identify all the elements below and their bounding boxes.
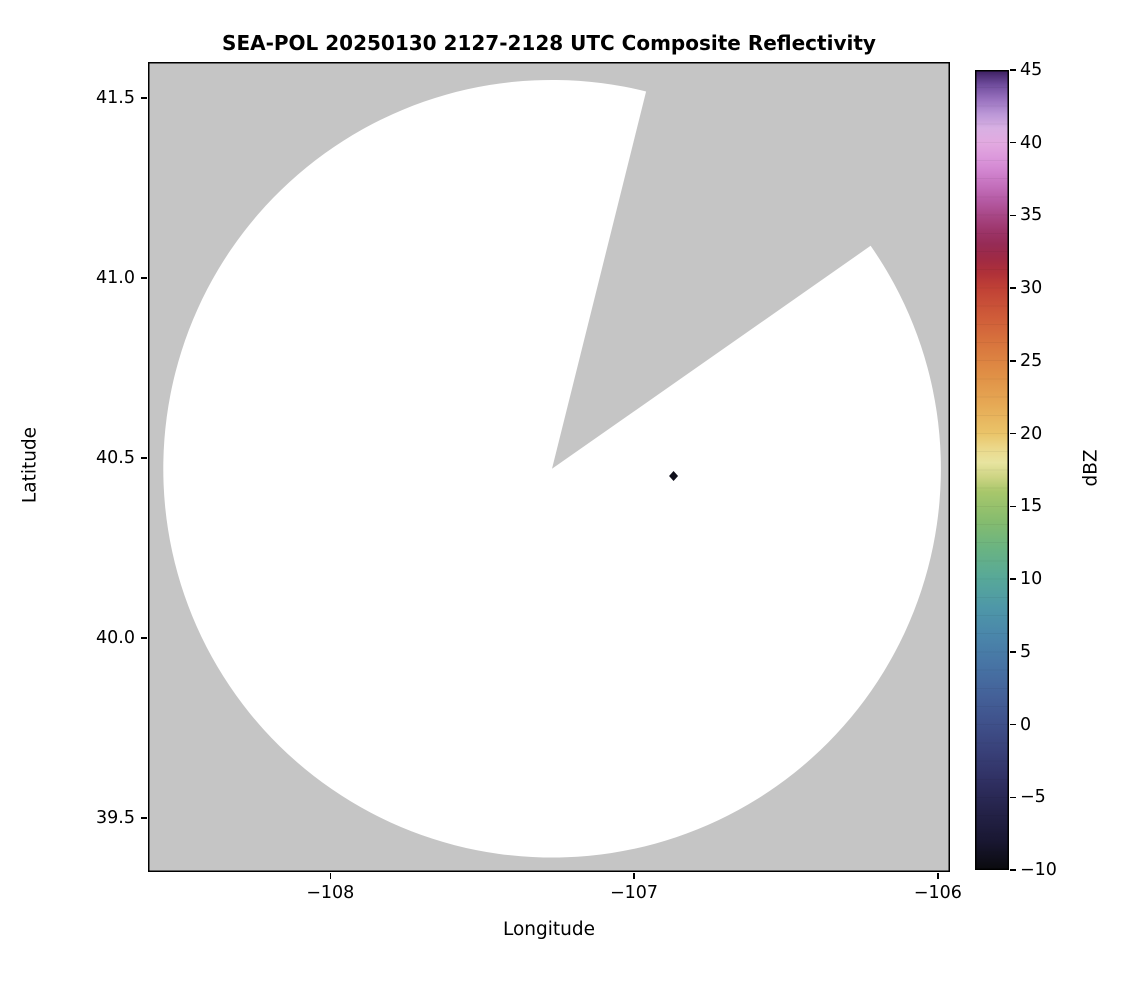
- colorbar-tick-mark: [1010, 214, 1016, 217]
- y-tick-mark: [141, 97, 147, 99]
- echo-marker: [669, 471, 679, 481]
- colorbar-tick-mark: [1010, 578, 1016, 580]
- colorbar-tick-mark: [1010, 869, 1016, 871]
- colorbar-tick-mark: [1010, 360, 1016, 362]
- y-tick-mark: [141, 817, 147, 819]
- x-axis-label: Longitude: [502, 919, 595, 940]
- x-tick-mark: [633, 873, 635, 879]
- colorbar-tick-mark: [1010, 141, 1016, 144]
- colorbar-tick-label: 40: [1020, 132, 1043, 153]
- colorbar: [975, 70, 1009, 870]
- colorbar-tick-label: 5: [1020, 641, 1032, 662]
- colorbar-tick-label: 45: [1020, 60, 1043, 80]
- y-tick-mark: [141, 277, 147, 279]
- colorbar-tick-label: 30: [1020, 278, 1043, 299]
- radar-coverage-circle: [163, 79, 941, 858]
- plot-border: [148, 62, 950, 872]
- y-tick-label: 41.0: [96, 268, 135, 288]
- x-tick-label: −106: [913, 883, 962, 903]
- y-tick-mark: [141, 637, 147, 639]
- x-tick-mark: [937, 873, 939, 879]
- colorbar-tick-mark: [1010, 69, 1016, 71]
- colorbar-tick-label: −5: [1020, 787, 1046, 808]
- colorbar-tick-mark: [1010, 505, 1016, 508]
- colorbar-gradient: [975, 70, 1009, 870]
- colorbar-tick-mark: [1010, 287, 1016, 289]
- y-axis-label: Latitude: [19, 426, 41, 504]
- y-tick-label: 39.5: [96, 808, 135, 828]
- colorbar-label: dBZ: [1080, 449, 1102, 487]
- colorbar-tick-label: 15: [1020, 496, 1043, 517]
- x-tick-mark: [329, 873, 332, 879]
- colorbar-tick-label: −10: [1020, 860, 1057, 880]
- colorbar-tick-label: 10: [1020, 569, 1043, 590]
- colorbar-tick-mark: [1010, 432, 1016, 435]
- x-tick-label: −107: [610, 883, 659, 903]
- y-tick-label: 40.0: [96, 628, 135, 648]
- chart-title: SEA-POL 20250130 2127-2128 UTC Composite…: [222, 31, 876, 55]
- plot-area: [148, 62, 950, 872]
- y-tick-label: 40.5: [96, 448, 135, 468]
- y-tick-label: 41.5: [96, 88, 135, 108]
- colorbar-tick-label: 0: [1020, 714, 1032, 735]
- colorbar-tick-label: 35: [1020, 205, 1043, 226]
- colorbar-tick-label: 20: [1020, 423, 1043, 444]
- colorbar-border: [975, 70, 1009, 870]
- x-tick-label: −108: [306, 883, 355, 903]
- colorbar-tick-mark: [1010, 796, 1016, 799]
- colorbar-tick-label: 25: [1020, 350, 1043, 371]
- colorbar-tick-mark: [1010, 723, 1016, 726]
- y-tick-mark: [141, 457, 147, 459]
- colorbar-tick-mark: [1010, 651, 1016, 653]
